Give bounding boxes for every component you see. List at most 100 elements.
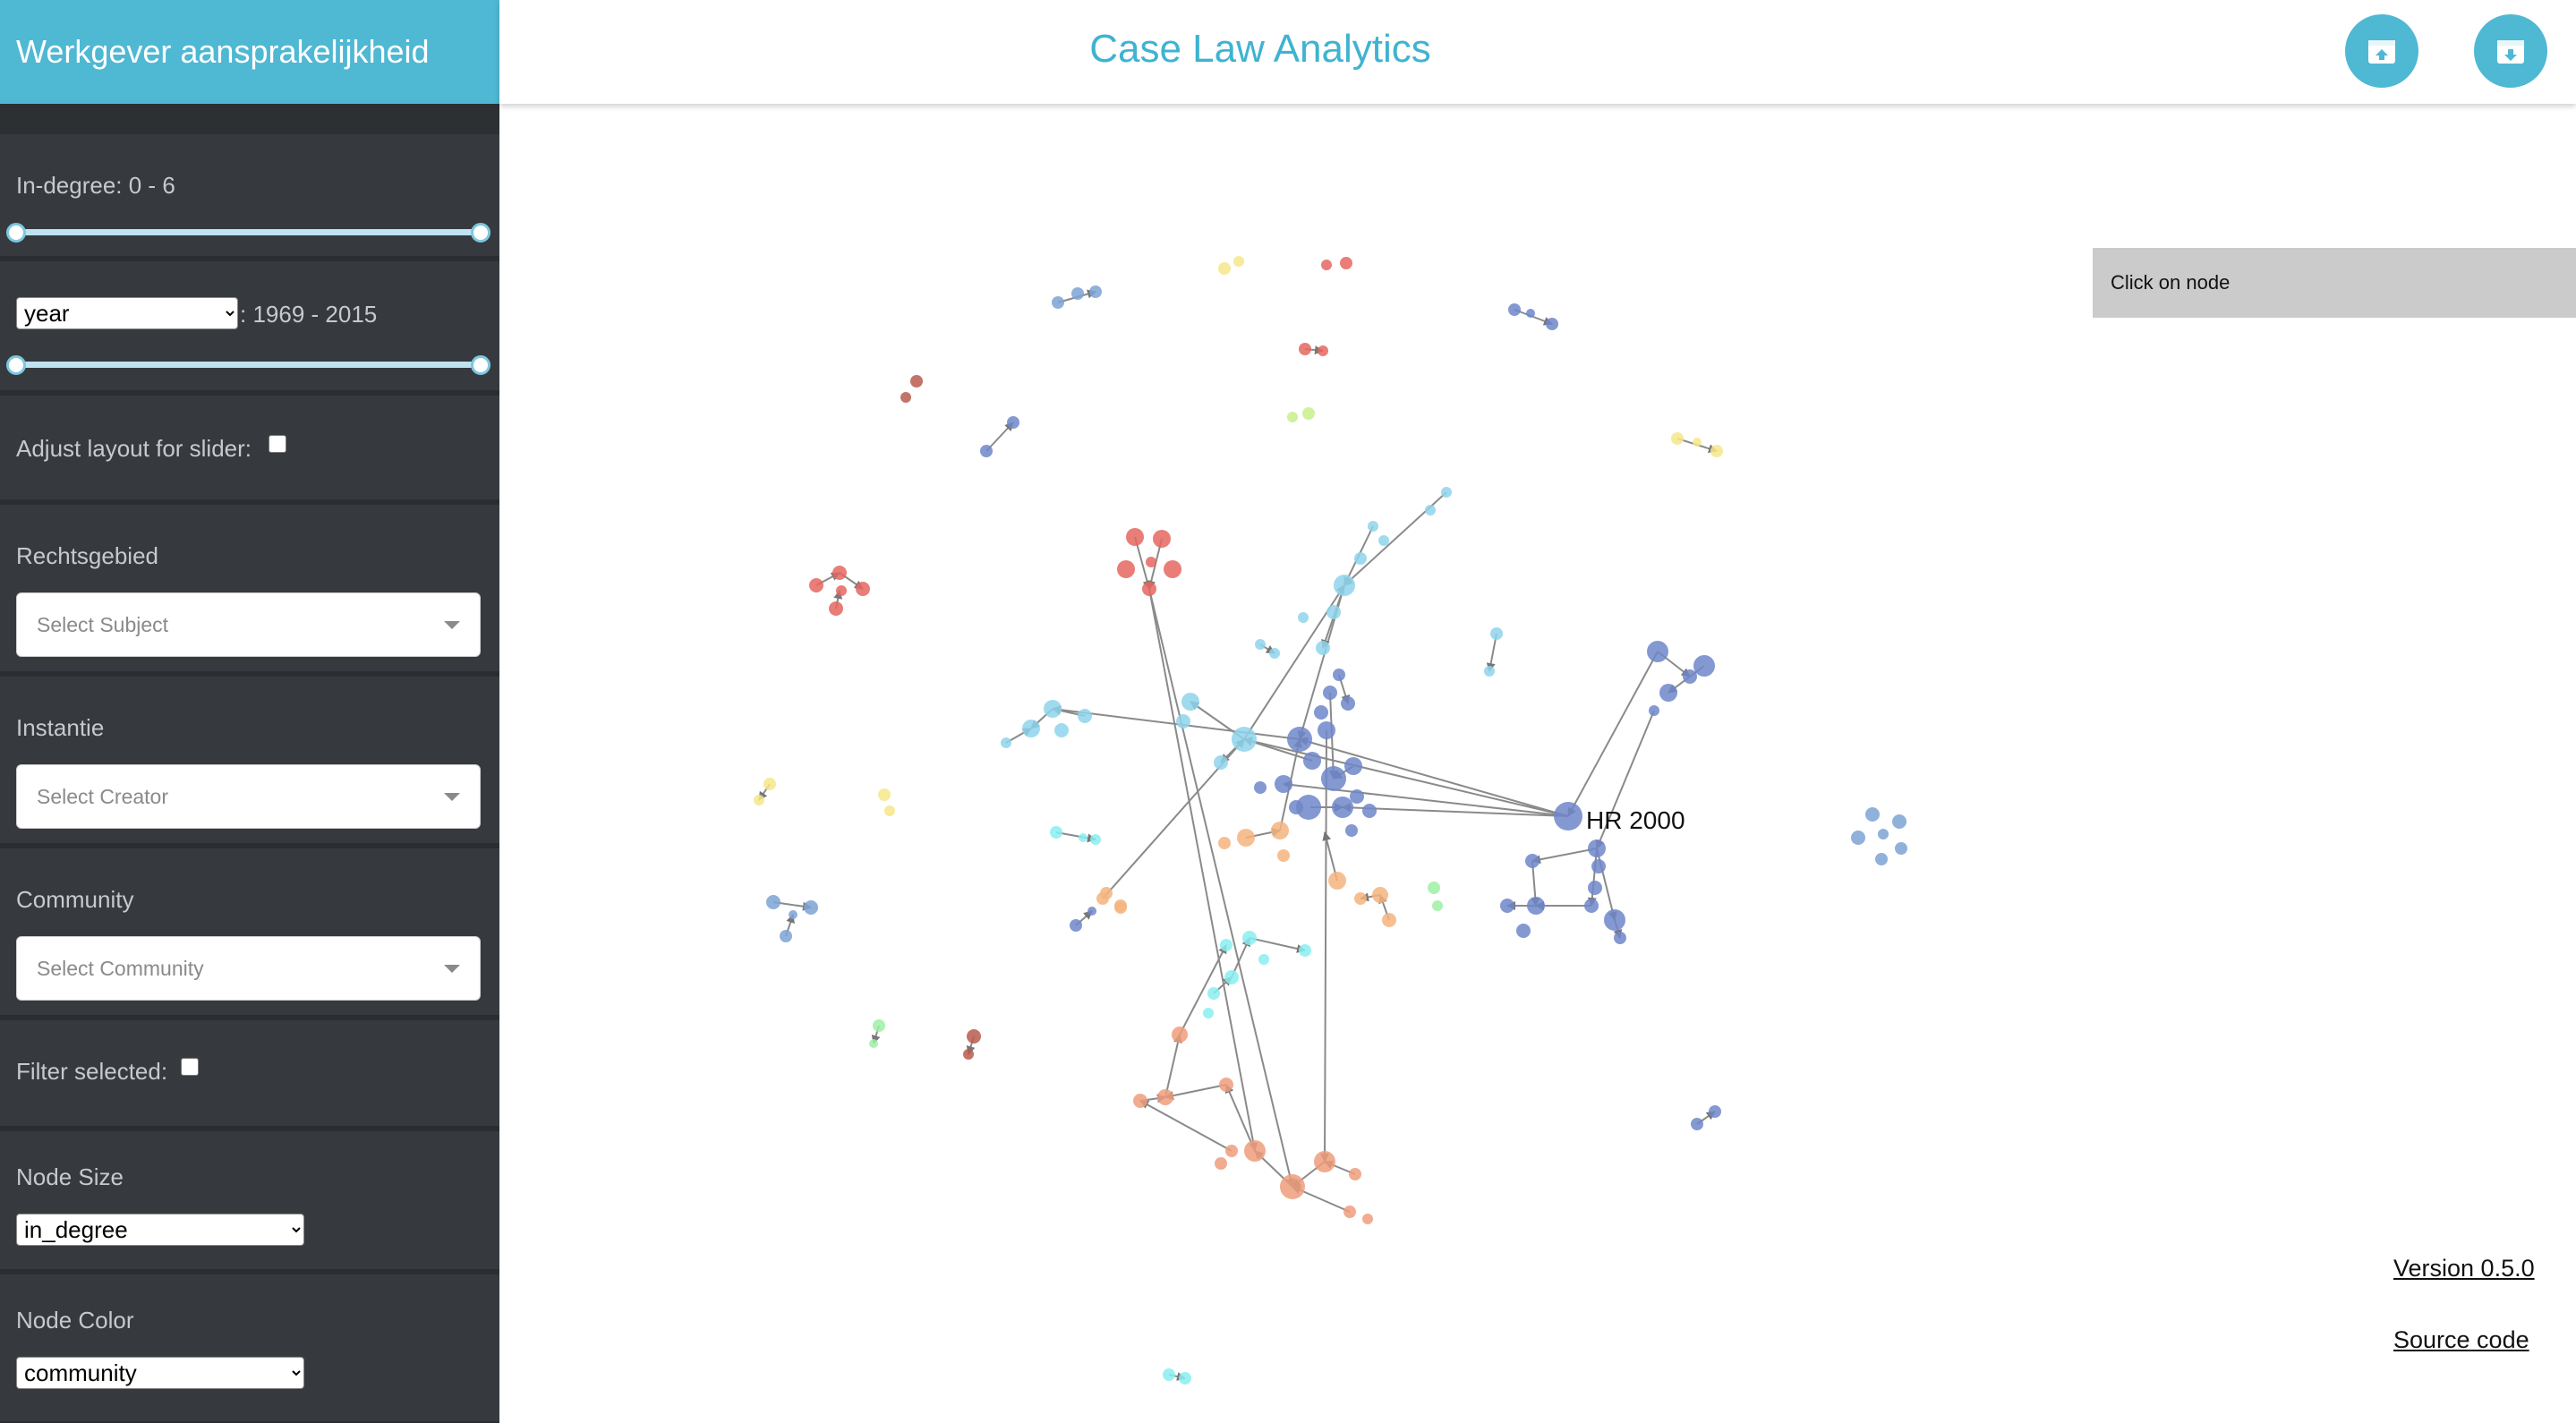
graph-node[interactable] [1224,970,1239,984]
graph-node[interactable] [1588,839,1606,857]
graph-node[interactable] [1508,303,1521,316]
year-slider-track[interactable] [16,362,482,368]
graph-node[interactable] [1302,407,1315,420]
graph-node[interactable] [1647,641,1668,662]
graph-node[interactable] [1591,859,1606,873]
year-slider-high-handle[interactable] [471,355,490,375]
adjust-layout-checkbox[interactable] [269,435,286,453]
graph-node[interactable] [1341,696,1355,711]
graph-node[interactable] [1333,669,1345,681]
graph-node[interactable] [1001,737,1011,748]
graph-node[interactable] [832,566,847,580]
graph-node[interactable] [1179,1372,1191,1385]
graph-node[interactable] [1044,700,1062,718]
graph-node[interactable] [1691,1118,1703,1130]
graph-node[interactable] [1314,705,1328,720]
graph-node[interactable] [1133,1094,1147,1108]
graph-node[interactable] [1287,412,1298,422]
graph-node[interactable] [1328,872,1346,890]
graph-node[interactable] [1428,882,1440,894]
graph-node[interactable] [1070,919,1082,932]
graph-node[interactable] [763,778,776,790]
graph-node[interactable] [836,585,847,596]
graph-node[interactable] [1303,752,1321,770]
indegree-slider-high-handle[interactable] [471,223,490,243]
graph-node[interactable] [1490,627,1503,640]
graph-node[interactable] [1254,781,1267,794]
graph-node[interactable] [1895,842,1907,855]
graph-node[interactable] [1349,1168,1361,1180]
graph-node[interactable] [1225,1145,1238,1157]
graph-node[interactable] [754,795,764,805]
graph-node[interactable] [1344,757,1362,775]
graph-node[interactable] [1368,521,1378,532]
graph-node[interactable] [1153,530,1171,548]
graph-node[interactable] [1332,797,1353,818]
graph-node[interactable] [1526,309,1535,318]
graph-node[interactable] [1516,924,1531,938]
graph-node[interactable] [1354,892,1367,905]
graph-node[interactable] [1432,900,1443,911]
graph-node[interactable] [1117,560,1135,578]
graph-node[interactable] [1089,285,1102,298]
graph-node[interactable] [1219,1078,1233,1092]
graph-node[interactable] [1500,899,1514,913]
graph-node[interactable] [1203,1008,1214,1018]
graph-node[interactable] [1362,804,1377,818]
graph-node[interactable] [1172,1027,1188,1043]
graph-node[interactable] [1287,727,1312,752]
graph-node[interactable] [1146,557,1156,567]
graph-node[interactable] [1242,931,1257,945]
graph-node[interactable] [1207,987,1220,1000]
graph-node[interactable] [1218,262,1231,275]
graph-node[interactable] [1354,552,1367,565]
graph-node[interactable] [878,788,891,801]
graph-node[interactable] [1441,487,1452,498]
graph-node[interactable] [1271,822,1289,839]
graph-node[interactable] [1164,560,1181,578]
graph-node[interactable] [1321,260,1332,270]
graph-node[interactable] [1362,1214,1373,1224]
graph-node[interactable] [1709,1105,1721,1118]
graph-node[interactable] [789,910,798,919]
graph-node[interactable] [1554,802,1582,831]
year-slider-low-handle[interactable] [6,355,26,375]
graph-node[interactable] [1343,1206,1356,1218]
graph-node[interactable] [1163,1368,1175,1381]
graph-node[interactable] [1220,939,1233,951]
graph-node[interactable] [1215,1157,1227,1170]
graph-node[interactable] [804,900,818,915]
graph-node[interactable] [1326,605,1341,619]
graph-node[interactable] [1671,432,1684,445]
graph-node[interactable] [1851,831,1865,845]
graph-node[interactable] [1007,416,1019,429]
graph-node[interactable] [1233,256,1244,267]
graph-node[interactable] [1255,639,1266,650]
graph-node[interactable] [1157,1089,1173,1105]
graph-node[interactable] [1425,505,1436,516]
indegree-slider-low-handle[interactable] [6,223,26,243]
graph-node[interactable] [1649,705,1659,716]
graph-node[interactable] [900,392,911,403]
upload-button[interactable] [2345,14,2418,88]
graph-node[interactable] [1050,826,1062,839]
graph-node[interactable] [1693,438,1702,447]
graph-node[interactable] [1345,824,1358,837]
indegree-slider-track[interactable] [16,229,482,235]
graph-node[interactable] [1546,318,1558,330]
graph-node[interactable] [1878,829,1889,839]
graph-node[interactable] [1321,766,1346,791]
graph-node[interactable] [1323,686,1337,700]
graph-node[interactable] [1614,932,1626,944]
graph-node[interactable] [1052,296,1064,309]
graph-node[interactable] [884,805,895,816]
graph-node[interactable] [1126,528,1144,546]
graph-node[interactable] [1525,854,1540,868]
graph-node[interactable] [1114,899,1127,912]
graph-node[interactable] [1314,1151,1335,1172]
graph-node[interactable] [873,1019,885,1032]
graph-node[interactable] [1237,829,1255,847]
graph-node[interactable] [1054,723,1069,737]
graph-node[interactable] [1710,445,1723,457]
graph-node[interactable] [1142,582,1156,596]
